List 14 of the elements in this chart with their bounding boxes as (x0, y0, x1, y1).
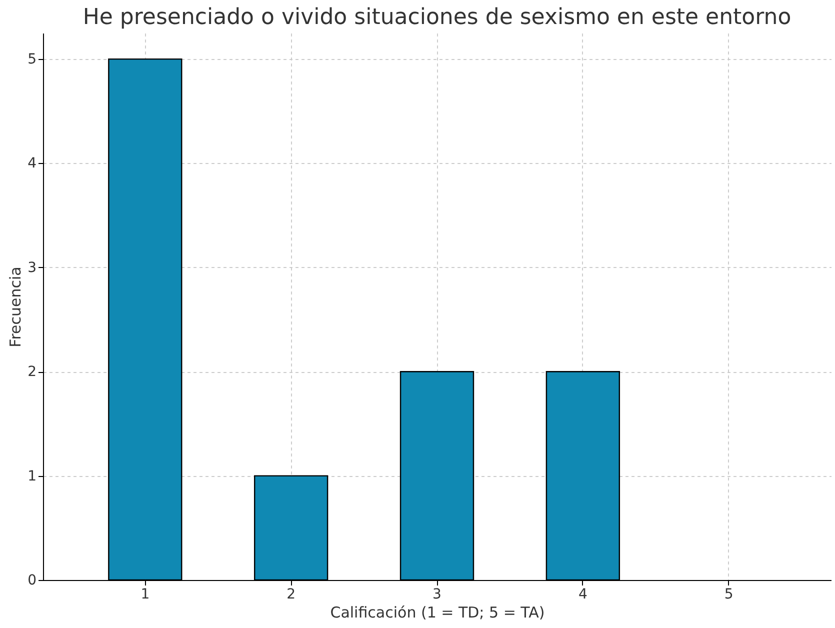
x-tick-label: 2 (286, 586, 296, 602)
x-tick-label: 3 (432, 586, 442, 602)
y-tick-label: 5 (28, 52, 36, 68)
x-tick-label: 4 (578, 586, 588, 602)
chart-title: He presenciado o vivido situaciones de sexismo en este entorno (82, 5, 792, 30)
y-tick-label: 2 (28, 364, 36, 380)
y-tick-label: 0 (28, 572, 36, 588)
x-tick-label: 1 (140, 586, 150, 602)
x-axis-title: Calificación (1 = TD; 5 = TA) (330, 604, 545, 622)
y-tick-label: 4 (28, 156, 37, 172)
x-tick-label: 5 (724, 586, 734, 602)
y-tick-label: 1 (28, 468, 36, 484)
y-tick-label: 3 (28, 260, 36, 276)
y-axis-title: Frecuencia (6, 266, 25, 348)
